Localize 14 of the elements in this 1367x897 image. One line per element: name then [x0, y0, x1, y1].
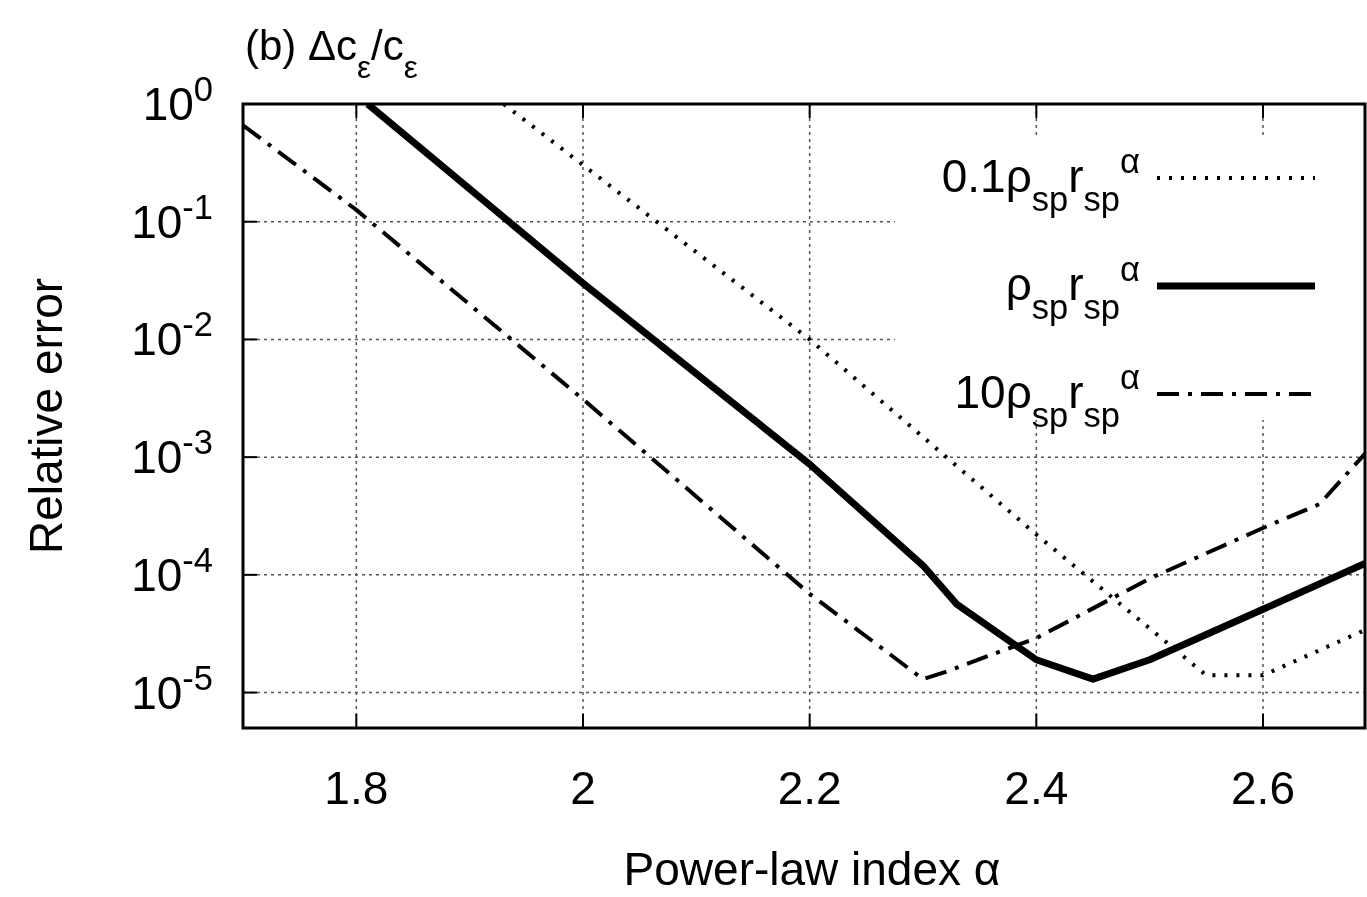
- y-tick-label: 10$^{0}$: [142, 70, 213, 130]
- x-tick-label: 2.2: [777, 762, 842, 814]
- y-tick-label: 10$^{-3}$: [131, 423, 213, 484]
- y-tick-label: 10$^{-4}$: [131, 540, 213, 601]
- x-tick-label: 2.4: [1004, 762, 1069, 814]
- x-axis-title: Power-law index α: [623, 843, 1001, 895]
- y-tick-label: 10$^{-1}$: [131, 187, 213, 248]
- chart-title: (b) Δc$_{ε}$/c$_{ε}$: [245, 22, 418, 85]
- y-tick-label: 10$^{-2}$: [131, 305, 213, 366]
- x-tick-label: 2.6: [1231, 762, 1295, 814]
- y-axis-title: Relative error: [20, 277, 72, 555]
- x-tick-label: 1.8: [324, 762, 389, 814]
- y-tick-label: 10$^{-5}$: [131, 658, 213, 719]
- x-tick-label: 2: [570, 762, 596, 814]
